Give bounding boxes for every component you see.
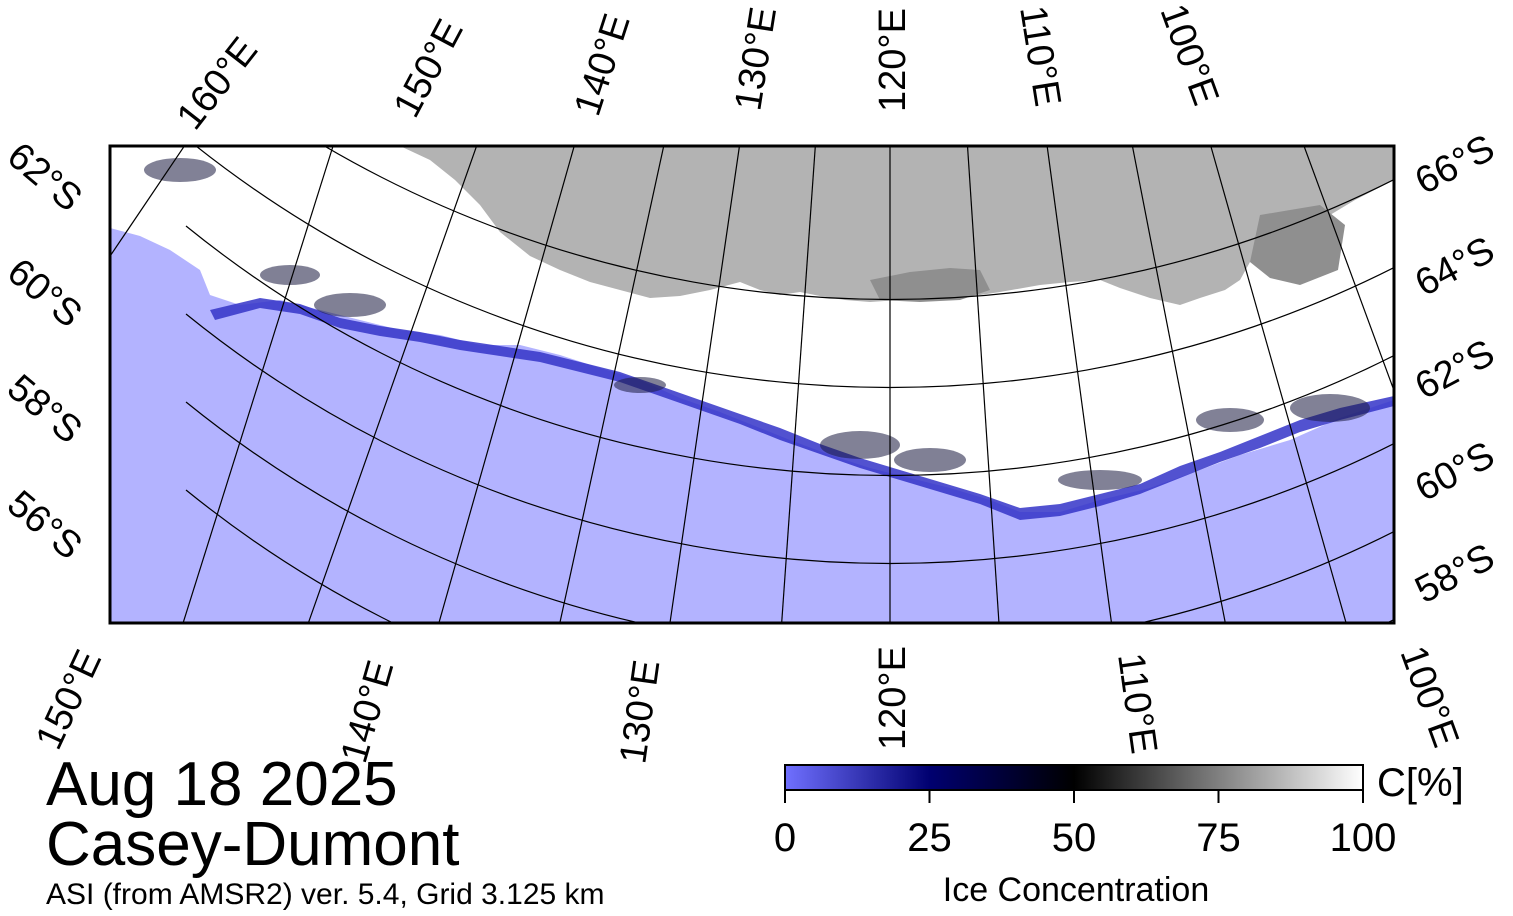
- top-lon-label: 120°E: [872, 8, 914, 112]
- top-lon-label: 130°E: [727, 4, 785, 113]
- right-lat-label: 58°S: [1409, 536, 1502, 612]
- left-lat-label: 58°S: [0, 367, 90, 452]
- longitude-meridians: [110, 146, 1394, 623]
- data-source-note: ASI (from AMSR2) ver. 5.4, Grid 3.125 km: [46, 878, 605, 911]
- map-date: Aug 18 2025: [46, 750, 398, 819]
- right-lat-label: 64°S: [1409, 229, 1502, 305]
- top-lon-label: 160°E: [169, 30, 266, 138]
- land-ice-shelf-2: [870, 268, 990, 302]
- left-lat-label: 62°S: [0, 135, 90, 220]
- map-frame: [108, 144, 1396, 625]
- left-lat-label: 56°S: [0, 483, 90, 568]
- colorbar-tick-label: 0: [774, 816, 796, 860]
- marginal-ice-texture: [144, 158, 1370, 490]
- colorbar-tick-label: 50: [1052, 816, 1097, 860]
- top-lon-label: 150°E: [386, 13, 472, 125]
- colorbar-title: Ice Concentration: [943, 871, 1210, 909]
- bottom-lon-label: 120°E: [872, 646, 914, 750]
- colorbar-ramp: [784, 764, 1364, 791]
- right-lat-label: 62°S: [1409, 332, 1502, 408]
- bottom-lon-labels: 150°E 140°E 130°E 120°E 110°E 100°E: [28, 641, 1466, 768]
- bottom-lon-label: 150°E: [28, 644, 110, 756]
- colorbar-tick-label: 100: [1330, 816, 1397, 860]
- top-lon-label: 140°E: [567, 9, 639, 121]
- top-lon-label: 100°E: [1152, 0, 1227, 111]
- right-lat-label: 60°S: [1409, 434, 1502, 510]
- right-lat-label: 66°S: [1409, 127, 1502, 203]
- bottom-lon-label: 100°E: [1392, 641, 1467, 753]
- right-lat-labels: 66°S 64°S 62°S 60°S 58°S: [1409, 127, 1502, 612]
- colorbar-tick-label: 75: [1196, 816, 1241, 860]
- left-lat-label: 60°S: [0, 251, 90, 336]
- top-lon-label: 110°E: [1011, 3, 1068, 109]
- ice-edge-fringe: [210, 298, 1394, 520]
- colorbar-tick-label: 25: [907, 816, 952, 860]
- left-lat-labels: 62°S 60°S 58°S 56°S: [0, 135, 90, 568]
- land-ice-shelf: [1250, 205, 1345, 285]
- antarctic-land: [300, 146, 1394, 305]
- top-lon-labels: 160°E 150°E 140°E 130°E 120°E 110°E 100°…: [169, 0, 1227, 138]
- colorbar: 0 25 50 75 100 C[%] Ice Concentration: [774, 761, 1464, 909]
- colorbar-unit: C[%]: [1377, 761, 1464, 805]
- map-region: Casey-Dumont: [46, 810, 460, 879]
- bottom-lon-label: 110°E: [1109, 650, 1165, 756]
- bottom-lon-label: 130°E: [612, 657, 668, 766]
